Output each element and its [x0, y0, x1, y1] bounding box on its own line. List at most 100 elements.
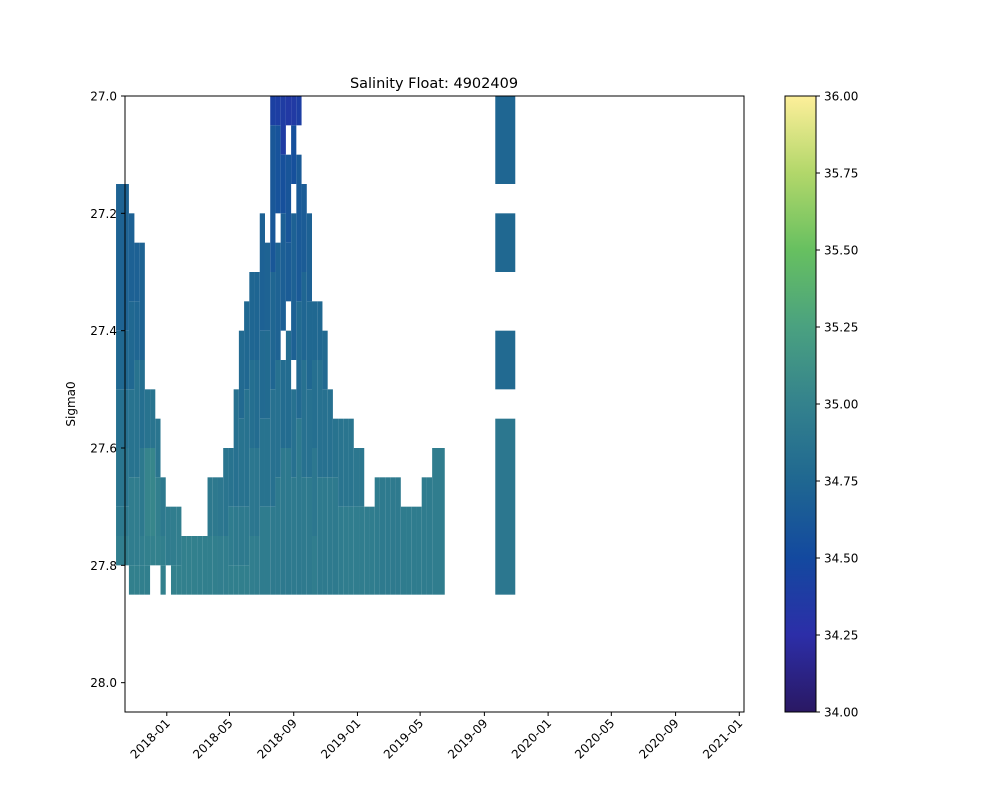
heatmap-cell: [228, 565, 234, 595]
heatmap-cell: [301, 477, 307, 595]
heatmap-cell: [217, 536, 224, 595]
heatmap-cell: [495, 96, 516, 184]
heatmap-cell: [150, 448, 156, 536]
heatmap-cell: [306, 477, 312, 595]
heatmap-cell: [144, 536, 151, 566]
heatmap-cell: [421, 477, 427, 595]
heatmap-cell: [139, 565, 145, 595]
colorbar-ticks: 34.00 34.25 34.50 34.75 35.00 35.25 35.50 35.75…: [816, 90, 858, 720]
heatmap-cell: [379, 477, 386, 595]
y-axis-ticks: 27.0 27.2 27.4 27.6 27.8 28.0: [90, 90, 125, 690]
heatmap-cell: [395, 477, 401, 595]
heatmap-cell: [285, 154, 292, 243]
heatmap-cell: [128, 389, 135, 478]
heatmap-cell: [244, 506, 250, 566]
x-tick-label: 2019-05: [381, 716, 426, 761]
heatmap-cell: [128, 565, 135, 595]
heatmap-cell: [495, 213, 516, 272]
heatmap-cell: [264, 418, 271, 507]
heatmap-cell: [306, 301, 312, 390]
heatmap-cell: [233, 506, 239, 566]
heatmap-cell: [128, 301, 135, 390]
heatmap-cell: [306, 389, 312, 478]
heatmap-cell: [238, 565, 245, 595]
heatmap-cell: [327, 477, 333, 595]
heatmap-cell: [134, 565, 140, 595]
heatmap-cell: [291, 477, 297, 595]
heatmap-cell: [285, 242, 292, 302]
heatmap-cell: [155, 418, 161, 478]
heatmap-cell: [264, 506, 271, 595]
x-tick-label: 2019-01: [318, 716, 363, 761]
y-tick-label: 27.0: [90, 90, 117, 104]
heatmap-cell: [390, 477, 396, 595]
heatmap-cell: [270, 506, 276, 595]
plot-area-frame: [124, 95, 745, 713]
heatmap-cell: [202, 536, 208, 595]
heatmap-cell: [359, 506, 365, 595]
x-tick-label: 2020-01: [509, 716, 554, 761]
heatmap-cell: [134, 360, 140, 478]
heatmap-cell: [285, 330, 292, 448]
heatmap-cell: [495, 418, 516, 595]
heatmap-cell: [116, 389, 129, 448]
heatmap-cell: [134, 242, 140, 302]
heatmap-cell: [270, 125, 276, 272]
x-tick-label: 2020-09: [636, 716, 681, 761]
heatmap-cell: [249, 448, 255, 536]
heatmap-cell: [155, 477, 161, 536]
heatmap-cell: [244, 389, 250, 507]
colorbar-tick-label: 34.50: [824, 552, 858, 566]
heatmap-cell: [244, 565, 250, 595]
heatmap-cell: [160, 536, 166, 566]
heatmap-cell: [212, 477, 218, 536]
heatmap-cell: [144, 565, 151, 595]
heatmap-cell: [322, 477, 328, 595]
heatmap-cell: [312, 301, 318, 360]
heatmap-cell: [244, 301, 250, 390]
heatmap-cell: [249, 536, 255, 595]
heatmap-cell: [139, 242, 145, 360]
heatmap-cell: [343, 506, 349, 595]
heatmap-cell: [406, 506, 412, 595]
heatmap-cell: [160, 477, 166, 536]
heatmap-cell: [432, 448, 445, 595]
heatmap-cell: [301, 360, 307, 478]
heatmap-cell: [212, 536, 218, 595]
y-tick-label: 27.4: [90, 324, 117, 338]
heatmap-cell: [312, 448, 318, 536]
heatmap-cell: [181, 536, 187, 595]
heatmap-cell: [223, 536, 229, 595]
heatmap-cell: [280, 96, 286, 155]
heatmap-cell: [270, 389, 276, 507]
heatmap-cell: [238, 418, 245, 507]
heatmap-cell: [150, 536, 156, 566]
heatmap-cell: [254, 360, 260, 448]
heatmap-cell: [144, 448, 151, 536]
heatmap-cell: [275, 96, 281, 126]
heatmap-cell: [116, 506, 129, 536]
heatmap-cell: [343, 418, 349, 507]
heatmap-cell: [217, 477, 224, 536]
heatmap-cell: [291, 96, 297, 126]
heatmap-cell: [116, 536, 129, 566]
heatmap-cell: [207, 477, 213, 536]
heatmap-cell: [270, 96, 276, 126]
y-tick-label: 28.0: [90, 676, 117, 690]
heatmap-cell: [160, 565, 166, 595]
heatmap-cell: [116, 184, 129, 331]
heatmap-cell: [233, 565, 239, 595]
heatmap-cell: [291, 389, 297, 478]
colorbar-tick-label: 35.75: [824, 167, 858, 181]
heatmap-cell: [238, 330, 245, 419]
heatmap-cell: [155, 536, 161, 566]
colorbar-tick-label: 35.25: [824, 321, 858, 335]
heatmap-cell: [353, 448, 360, 507]
heatmap-cell: [353, 506, 360, 595]
heatmap-cell: [259, 330, 265, 419]
heatmap-cells: [116, 96, 516, 595]
y-tick-label: 27.8: [90, 559, 117, 573]
heatmap-cell: [296, 418, 302, 595]
heatmap-cell: [270, 272, 276, 390]
heatmap-cell: [139, 448, 145, 536]
